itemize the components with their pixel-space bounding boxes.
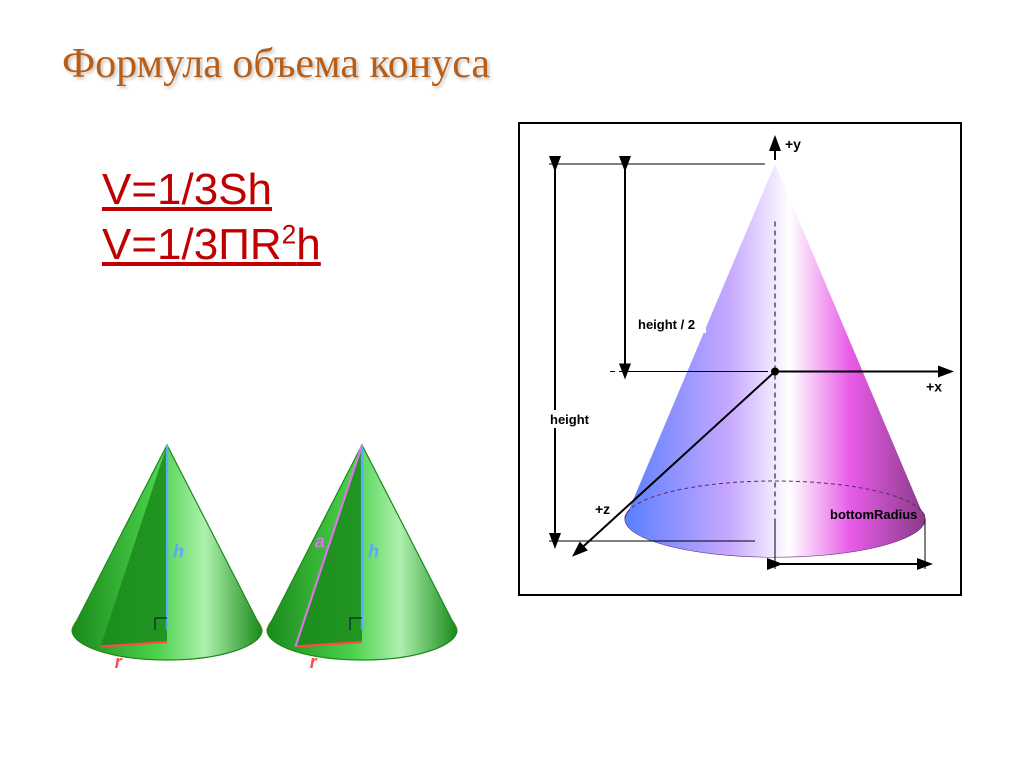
formula-1: V=1/3Sh <box>102 162 321 217</box>
formula-block: V=1/3Sh V=1/3ПR2h <box>102 162 321 272</box>
svg-text:bottomRadius: bottomRadius <box>830 507 917 522</box>
page-title: Формула объема конуса <box>62 40 490 88</box>
green-cones-diagram: h r h r a <box>62 425 482 685</box>
formula-2: V=1/3ПR2h <box>102 217 321 272</box>
svg-text:a: a <box>315 532 325 552</box>
svg-text:+z: +z <box>595 501 610 517</box>
formula-2-pre: V=1/3ПR <box>102 220 282 269</box>
svg-text:height: height <box>550 412 590 427</box>
svg-text:r: r <box>115 652 123 672</box>
svg-text:+y: +y <box>785 136 801 152</box>
formula-2-sup: 2 <box>282 219 297 249</box>
svg-text:h: h <box>368 542 379 562</box>
main-cone-svg: +y +x +z height height / 2 bottomRadius <box>520 124 960 594</box>
svg-text:height / 2: height / 2 <box>638 317 695 332</box>
main-cone-diagram: +y +x +z height height / 2 bottomRadius <box>518 122 962 596</box>
svg-text:h: h <box>173 542 184 562</box>
svg-text:r: r <box>310 652 318 672</box>
svg-text:+x: +x <box>926 379 942 395</box>
slide: Формула объема конуса V=1/3Sh V=1/3ПR2 h … <box>12 12 1012 755</box>
formula-2-post: h <box>296 220 320 269</box>
green-cones-svg: h r h r a <box>62 425 482 685</box>
